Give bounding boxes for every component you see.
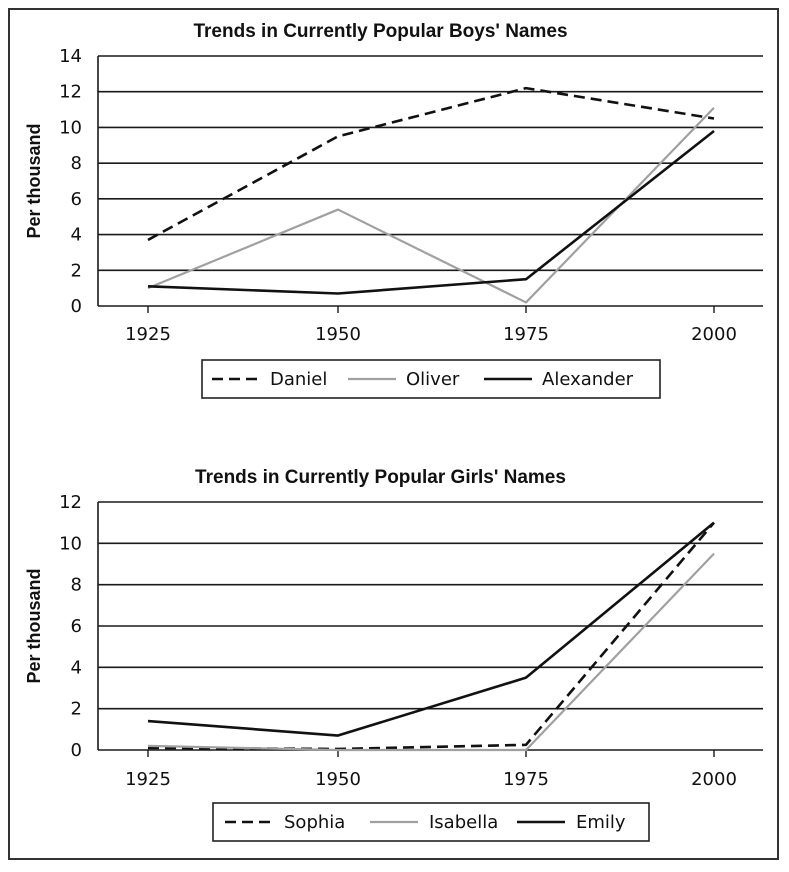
legend-label-sophia: Sophia (284, 812, 345, 833)
y-tick-label: 14 (59, 46, 82, 67)
series-line-daniel (147, 86, 715, 242)
legend-label-emily: Emily (576, 812, 626, 833)
y-tick-label: 6 (71, 189, 82, 210)
x-tick-label: 1975 (503, 769, 549, 790)
y-tick-label: 0 (71, 296, 82, 317)
y-tick-label: 10 (59, 533, 82, 554)
y-tick-label: 10 (59, 117, 82, 138)
x-tick-label: 1975 (503, 324, 549, 345)
legend-label-isabella: Isabella (429, 812, 498, 833)
y-axis-label: Per thousand (24, 123, 44, 238)
x-tick-label: 1925 (125, 324, 171, 345)
x-tick-label: 1925 (125, 769, 171, 790)
x-tick-label: 2000 (691, 324, 737, 345)
series-line-isabella (147, 552, 715, 752)
y-tick-label: 2 (71, 699, 82, 720)
legend-box (212, 802, 650, 842)
series-line-alexander (147, 129, 715, 295)
y-tick-label: 4 (71, 225, 82, 246)
legend-label-alexander: Alexander (542, 369, 634, 390)
y-tick-label: 4 (71, 657, 82, 678)
x-tick-label: 1950 (315, 769, 361, 790)
series-line-emily (147, 521, 715, 737)
series-line-oliver (147, 107, 715, 304)
x-tick-label: 1950 (315, 324, 361, 345)
chart-title: Trends in Currently Popular Boys' Names (193, 21, 567, 42)
legend-box (201, 359, 661, 399)
y-tick-label: 8 (71, 153, 82, 174)
girls-names-chart: Trends in Currently Popular Girls' Names… (24, 467, 763, 842)
y-tick-label: 12 (59, 492, 82, 513)
y-axis-label: Per thousand (24, 568, 44, 683)
y-tick-label: 2 (71, 260, 82, 281)
legend-label-oliver: Oliver (406, 369, 460, 390)
x-tick-label: 2000 (691, 769, 737, 790)
chart-title: Trends in Currently Popular Girls' Names (195, 467, 566, 488)
y-tick-label: 8 (71, 575, 82, 596)
legend-label-daniel: Daniel (270, 369, 327, 390)
series-line-sophia (147, 521, 715, 751)
boys-names-chart: Trends in Currently Popular Boys' Names P… (24, 21, 763, 399)
y-tick-label: 6 (71, 616, 82, 637)
y-tick-label: 12 (59, 82, 82, 103)
y-tick-label: 0 (71, 740, 82, 761)
